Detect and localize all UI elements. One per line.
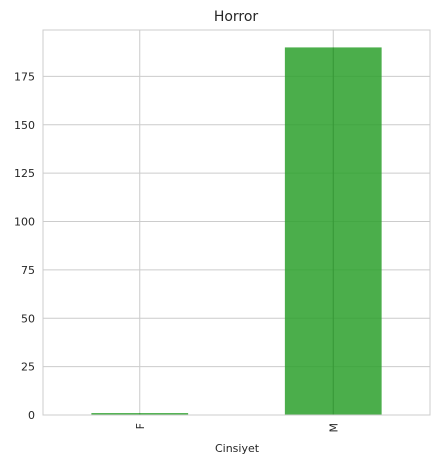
- y-tick-label: 150: [14, 119, 35, 132]
- bar-f: [91, 413, 189, 415]
- bars: [91, 47, 382, 416]
- y-tick-label: 175: [14, 70, 35, 83]
- y-tick-label: 50: [21, 312, 35, 325]
- chart-title: Horror: [214, 9, 259, 25]
- y-tick-label: 75: [21, 264, 35, 277]
- x-tick-label: F: [134, 423, 147, 429]
- y-axis: 0 25 50 75 100 125 150 175: [14, 70, 35, 422]
- x-tick-label: M: [327, 423, 340, 433]
- x-axis-label: Cinsiyet: [215, 442, 260, 455]
- y-tick-label: 100: [14, 216, 35, 229]
- y-tick-label: 25: [21, 361, 35, 374]
- plot-frame: [42, 29, 431, 416]
- bar-m: [284, 47, 382, 416]
- y-tick-label: 0: [28, 409, 35, 422]
- y-tick-label: 125: [14, 167, 35, 180]
